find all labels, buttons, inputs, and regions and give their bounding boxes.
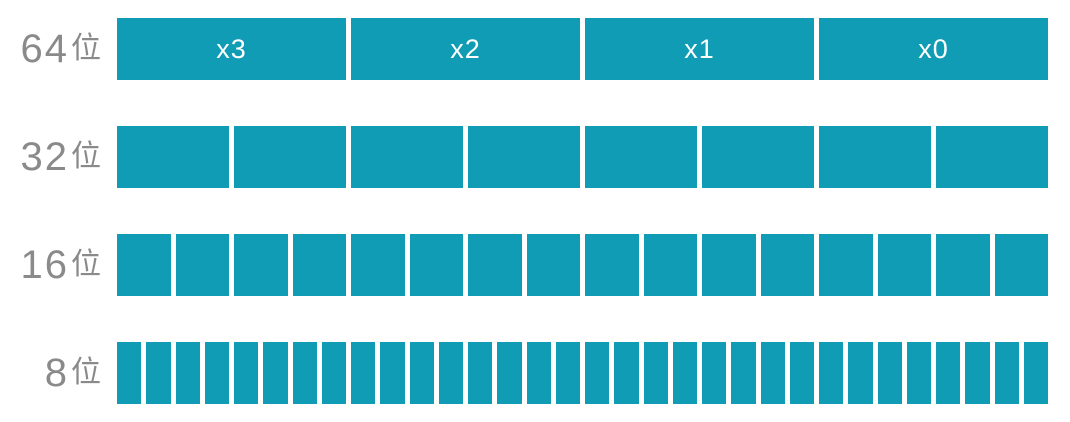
- lane-segment: [672, 342, 697, 404]
- lane-segment: [702, 126, 814, 188]
- lane-segment: [351, 126, 463, 188]
- lane-segment: [585, 126, 697, 188]
- lane-segment: [175, 234, 229, 296]
- lane-segment: [234, 342, 259, 404]
- lane-segment: [1023, 342, 1048, 404]
- lane-index-label: x3: [216, 33, 247, 64]
- lane-segment: [906, 342, 931, 404]
- bit-unit: 位: [71, 32, 101, 65]
- lane-segment: [994, 342, 1019, 404]
- lane-segment: [497, 342, 522, 404]
- lane-segment: [643, 342, 668, 404]
- lane-segment: [146, 342, 171, 404]
- lane-segment: [965, 342, 990, 404]
- lane-segment: [760, 234, 814, 296]
- lane-segment: x3: [117, 18, 346, 80]
- lane-segment: [643, 234, 697, 296]
- bit-width-row: 16 位: [0, 234, 1070, 296]
- lane-segment: [760, 342, 785, 404]
- lane-segment: [819, 234, 873, 296]
- bit-width-label: 16 位: [0, 234, 117, 296]
- lane-segment: [351, 234, 405, 296]
- lane-segment: [468, 342, 493, 404]
- lane-segment: [702, 342, 727, 404]
- lane-segment: [526, 234, 580, 296]
- bit-unit: 位: [71, 140, 101, 173]
- bit-count: 16: [20, 243, 69, 287]
- lane-segment: [731, 342, 756, 404]
- lane-segment: [468, 126, 580, 188]
- lane-segment: [789, 342, 814, 404]
- lane-bar: [117, 342, 1048, 404]
- lane-segment: [175, 342, 200, 404]
- lane-segment: [234, 126, 346, 188]
- lane-bar: [117, 126, 1048, 188]
- lane-segment: [819, 126, 931, 188]
- lane-segment: [263, 342, 288, 404]
- lane-segment: [585, 234, 639, 296]
- lane-index-label: x2: [450, 33, 481, 64]
- lane-segment: [877, 342, 902, 404]
- lane-segment: [117, 234, 171, 296]
- lane-segment: [438, 342, 463, 404]
- lane-segment: [292, 234, 346, 296]
- bit-count: 8: [44, 351, 69, 395]
- lane-segment: [117, 126, 229, 188]
- lane-segment: [409, 234, 463, 296]
- lane-segment: [555, 342, 580, 404]
- bit-width-label: 64 位: [0, 18, 117, 80]
- lane-index-label: x1: [684, 33, 715, 64]
- lane-segment: [614, 342, 639, 404]
- lane-segment: [848, 342, 873, 404]
- lane-segment: [585, 342, 610, 404]
- lane-segment: [936, 126, 1048, 188]
- bit-width-row: 32 位: [0, 126, 1070, 188]
- lane-segment: [234, 234, 288, 296]
- bit-count: 32: [20, 135, 69, 179]
- lane-segment: [702, 234, 756, 296]
- lane-segment: x1: [585, 18, 814, 80]
- lane-segment: [204, 342, 229, 404]
- bit-count: 64: [20, 27, 69, 71]
- bit-width-row: 64 位 x3 x2 x1 x0: [0, 18, 1070, 80]
- lane-segment: [936, 234, 990, 296]
- lane-segment: x0: [819, 18, 1048, 80]
- lane-segment: [877, 234, 931, 296]
- lane-segment: [936, 342, 961, 404]
- lane-segment: [819, 342, 844, 404]
- lane-segment: [380, 342, 405, 404]
- lane-segment: [292, 342, 317, 404]
- lane-segment: x2: [351, 18, 580, 80]
- lane-segment: [994, 234, 1048, 296]
- bit-unit: 位: [71, 248, 101, 281]
- bit-unit: 位: [71, 356, 101, 389]
- lane-bar: x3 x2 x1 x0: [117, 18, 1048, 80]
- lane-segment: [526, 342, 551, 404]
- lane-segment: [409, 342, 434, 404]
- lane-segment: [117, 342, 142, 404]
- lane-segment: [351, 342, 376, 404]
- lane-segment: [468, 234, 522, 296]
- lane-segment: [321, 342, 346, 404]
- bit-width-label: 32 位: [0, 126, 117, 188]
- lane-index-label: x0: [918, 33, 949, 64]
- lane-bar: [117, 234, 1048, 296]
